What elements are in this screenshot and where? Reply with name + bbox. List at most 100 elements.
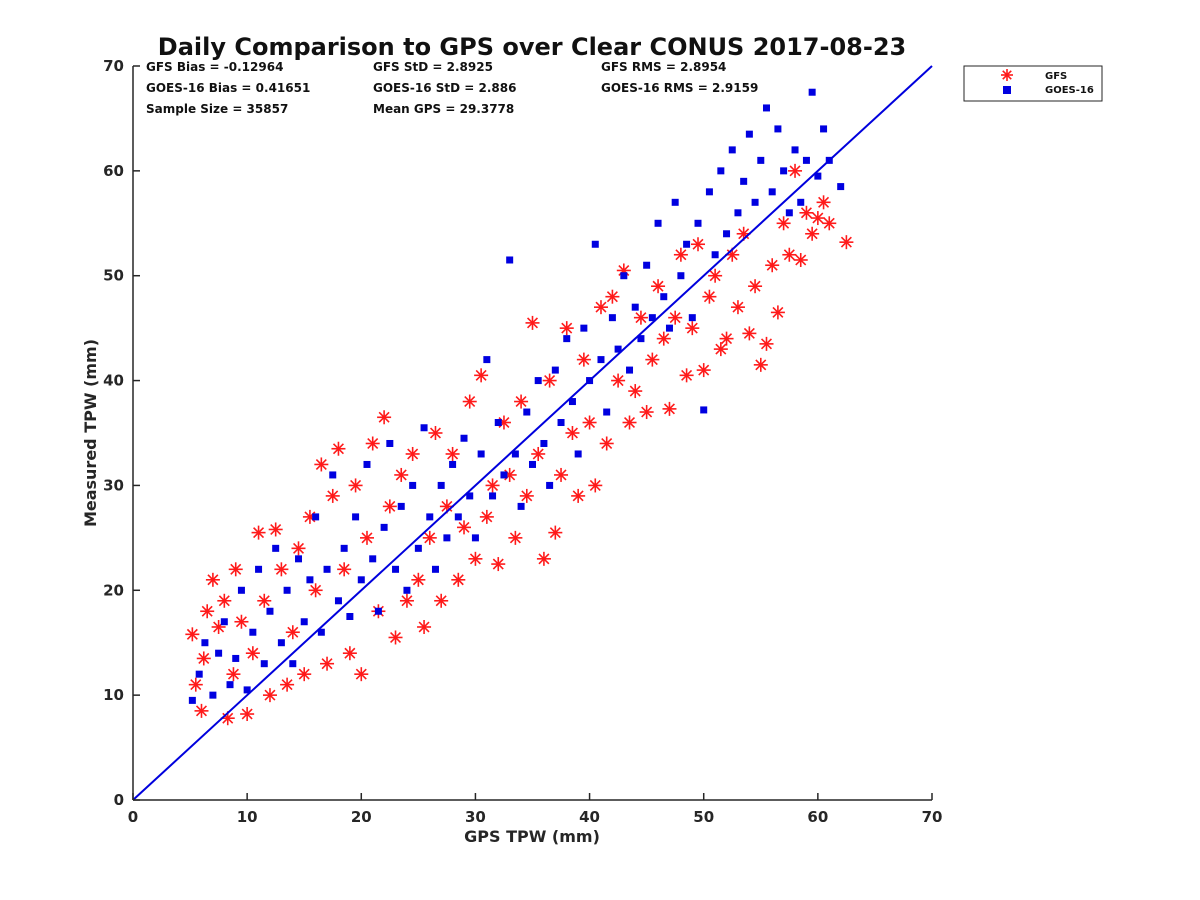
data-point-goes16 xyxy=(814,172,822,180)
x-tick-label: 0 xyxy=(128,808,138,826)
data-point-gfs xyxy=(314,457,329,472)
x-tick-label: 60 xyxy=(807,808,828,826)
data-point-goes16 xyxy=(201,639,209,647)
data-point-gfs xyxy=(331,441,346,456)
data-point-gfs xyxy=(702,289,717,304)
legend-marker-goes16 xyxy=(1003,86,1011,94)
data-point-goes16 xyxy=(329,471,337,479)
data-point-goes16 xyxy=(220,618,228,626)
data-point-goes16 xyxy=(403,586,411,594)
data-point-gfs xyxy=(685,321,700,336)
data-point-gfs xyxy=(226,667,241,682)
data-point-goes16 xyxy=(397,502,405,510)
data-point-goes16 xyxy=(471,534,479,542)
data-point-gfs xyxy=(354,667,369,682)
data-point-goes16 xyxy=(780,167,788,175)
stat-goes16-bias: GOES-16 Bias = 0.41651 xyxy=(146,81,310,95)
data-point-gfs xyxy=(245,646,260,661)
data-point-gfs xyxy=(411,572,426,587)
data-point-gfs xyxy=(217,593,232,608)
data-point-gfs xyxy=(691,237,706,252)
data-point-goes16 xyxy=(591,240,599,248)
data-point-goes16 xyxy=(266,607,274,615)
data-point-gfs xyxy=(571,488,586,503)
legend: GFS GOES-16 xyxy=(963,65,1103,102)
data-point-gfs xyxy=(268,522,283,537)
data-point-gfs xyxy=(188,677,203,692)
data-point-goes16 xyxy=(334,597,342,605)
data-point-goes16 xyxy=(255,565,263,573)
y-tick-label: 0 xyxy=(114,791,124,809)
data-point-gfs xyxy=(611,373,626,388)
data-point-goes16 xyxy=(734,209,742,217)
data-point-gfs xyxy=(679,368,694,383)
data-point-goes16 xyxy=(243,686,251,694)
data-point-goes16 xyxy=(745,130,753,138)
stat-gfs-rms: GFS RMS = 2.8954 xyxy=(601,60,726,74)
data-point-goes16 xyxy=(529,460,536,468)
data-point-goes16 xyxy=(306,576,314,584)
data-point-gfs xyxy=(194,703,209,718)
data-point-gfs xyxy=(285,625,300,640)
data-point-goes16 xyxy=(289,660,297,668)
data-point-goes16 xyxy=(483,356,491,364)
data-point-gfs xyxy=(257,593,272,608)
data-point-gfs xyxy=(753,357,768,372)
data-point-gfs xyxy=(445,446,460,461)
data-point-gfs xyxy=(405,446,420,461)
data-point-goes16 xyxy=(620,272,628,280)
data-point-goes16 xyxy=(300,618,308,626)
data-point-gfs xyxy=(810,211,825,226)
data-point-gfs xyxy=(422,530,437,545)
data-point-goes16 xyxy=(671,198,679,206)
data-point-gfs xyxy=(325,488,340,503)
legend-marker-gfs-glyph xyxy=(1001,69,1013,81)
data-point-gfs xyxy=(622,415,637,430)
data-point-goes16 xyxy=(820,125,828,133)
data-point-goes16 xyxy=(546,481,554,489)
data-point-gfs xyxy=(479,509,494,524)
data-point-goes16 xyxy=(317,628,325,636)
stats-block: GFS Bias = -0.12964 GFS StD = 2.8925 GFS… xyxy=(146,60,758,116)
data-point-gfs xyxy=(696,363,711,378)
data-point-goes16 xyxy=(226,681,234,689)
data-point-gfs xyxy=(388,630,403,645)
data-point-gfs xyxy=(377,410,392,425)
data-point-goes16 xyxy=(409,481,417,489)
data-point-goes16 xyxy=(597,356,605,364)
data-point-gfs xyxy=(474,368,489,383)
y-tick-label: 50 xyxy=(103,267,124,285)
legend-box xyxy=(963,65,1103,102)
data-point-goes16 xyxy=(420,424,428,432)
data-point-goes16 xyxy=(426,513,434,521)
data-point-gfs xyxy=(525,315,540,330)
data-point-gfs xyxy=(240,707,255,722)
data-point-goes16 xyxy=(209,691,217,699)
data-point-goes16 xyxy=(437,481,445,489)
data-point-gfs xyxy=(662,401,677,416)
data-point-gfs xyxy=(394,467,409,482)
data-point-goes16 xyxy=(511,450,519,458)
data-point-gfs xyxy=(633,310,648,325)
data-point-gfs xyxy=(451,572,466,587)
data-point-gfs xyxy=(320,656,335,671)
data-point-goes16 xyxy=(295,555,303,563)
ticks-layer: 0 10 20 30 40 50 60 70 0 10 20 30 40 50 60 70 xyxy=(103,57,942,826)
data-point-gfs xyxy=(508,530,523,545)
data-point-goes16 xyxy=(477,450,485,458)
data-point-gfs xyxy=(297,667,312,682)
data-point-goes16 xyxy=(540,439,548,447)
data-point-gfs xyxy=(308,583,323,598)
data-point-gfs xyxy=(205,572,220,587)
data-point-gfs xyxy=(599,436,614,451)
data-point-gfs xyxy=(799,205,814,220)
data-point-gfs xyxy=(185,627,200,642)
data-point-goes16 xyxy=(608,314,616,322)
data-point-goes16 xyxy=(506,256,514,264)
data-point-goes16 xyxy=(762,104,770,112)
data-point-goes16 xyxy=(717,167,725,175)
data-point-goes16 xyxy=(557,419,565,427)
x-tick-label: 50 xyxy=(693,808,714,826)
data-point-goes16 xyxy=(357,576,365,584)
series-gfs xyxy=(185,163,854,726)
